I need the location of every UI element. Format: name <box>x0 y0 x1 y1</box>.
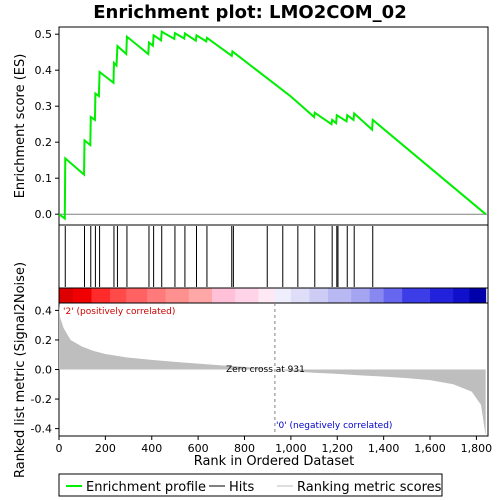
color-bar-segment <box>91 288 111 303</box>
color-bar-segment <box>72 288 92 303</box>
color-bar-segment <box>369 288 385 303</box>
es-y-tick-label: 0.5 <box>35 28 53 41</box>
metric-y-tick-label: 0.2 <box>35 334 53 347</box>
color-bar-segment <box>274 288 292 303</box>
color-bar-segment <box>212 288 236 303</box>
legend-label-hits: Hits <box>229 480 254 495</box>
x-axis-title: Rank in Ordered Dataset <box>194 454 355 469</box>
x-tick-label: 1,000 <box>275 442 307 455</box>
color-bar-segment <box>453 288 470 303</box>
x-tick-label: 800 <box>234 442 255 455</box>
es-panel-frame <box>58 26 489 226</box>
color-bar-segment <box>110 288 127 303</box>
legend-label-enrichment-profile: Enrichment profile <box>86 480 206 495</box>
x-tick-label: 1,800 <box>461 442 493 455</box>
color-bar-segment <box>402 288 431 303</box>
legend-label-ranking-metric: Ranking metric scores <box>297 480 442 495</box>
metric-y-tick-label: -0.4 <box>31 423 52 436</box>
es-y-axis-title: Enrichment score (ES) <box>13 54 28 199</box>
color-bar-segment <box>258 288 276 303</box>
metric-y-tick-label: -0.2 <box>31 393 52 406</box>
es-y-tick-label: 0.3 <box>35 100 53 113</box>
color-bar-segment <box>290 288 310 303</box>
x-tick-label: 1,200 <box>322 442 354 455</box>
x-tick-label: 0 <box>56 442 63 455</box>
x-tick-label: 1,400 <box>368 442 400 455</box>
hits-panel-frame <box>58 224 489 289</box>
color-bar-segment <box>327 288 352 303</box>
color-bar-segment <box>469 288 487 303</box>
legend: Enrichment profile Hits Ranking metric s… <box>58 473 443 497</box>
color-bar-segment <box>235 288 259 303</box>
color-bar-segment <box>383 288 403 303</box>
x-tick-label: 1,600 <box>414 442 446 455</box>
ranking-color-bar <box>58 287 489 304</box>
es-y-tick-label: 0.2 <box>35 136 53 149</box>
color-bar-segment <box>59 288 74 303</box>
x-tick-label: 600 <box>188 442 209 455</box>
color-bar-segment <box>351 288 371 303</box>
hits-panel <box>58 224 489 289</box>
es-y-tick-label: 0.1 <box>35 172 53 185</box>
color-bar-segment <box>147 288 167 303</box>
es-y-tick-label: 0.4 <box>35 64 53 77</box>
x-tick-label: 200 <box>95 442 116 455</box>
color-bar-segment <box>309 288 329 303</box>
color-bar-segment <box>188 288 213 303</box>
color-bar-segment <box>165 288 190 303</box>
ranking-metric-area <box>59 304 486 436</box>
color-bar-segment <box>126 288 148 303</box>
positive-correlation-label: '2' (positively correlated) <box>63 307 175 317</box>
enrichment-profile-line <box>58 30 487 221</box>
color-bar-segment <box>430 288 454 303</box>
chart-title: Enrichment plot: LMO2COM_02 <box>93 2 406 23</box>
x-tick-label: 400 <box>141 442 162 455</box>
negative-correlation-label: '0' (negatively correlated) <box>276 421 392 431</box>
es-y-tick-label: 0.0 <box>35 208 53 221</box>
metric-y-tick-label: 0.0 <box>35 364 53 377</box>
zero-cross-label: Zero cross at 931 <box>226 365 305 375</box>
es-panel: 0.0 0.1 0.2 0.3 0.4 0.5 Enrichment score (ES) <box>13 26 489 226</box>
metric-y-axis-title: Ranked list metric (Signal2Noise) <box>13 262 28 478</box>
metric-y-tick-label: 0.4 <box>35 304 53 317</box>
metric-panel: -0.4 -0.2 0.0 0.2 0.4 '2' (positively correl… <box>13 262 489 478</box>
legend-frame <box>58 473 443 497</box>
x-axis: 0 200 400 600 800 1,000 1,200 1,400 1,600 1,800 <box>56 436 493 455</box>
